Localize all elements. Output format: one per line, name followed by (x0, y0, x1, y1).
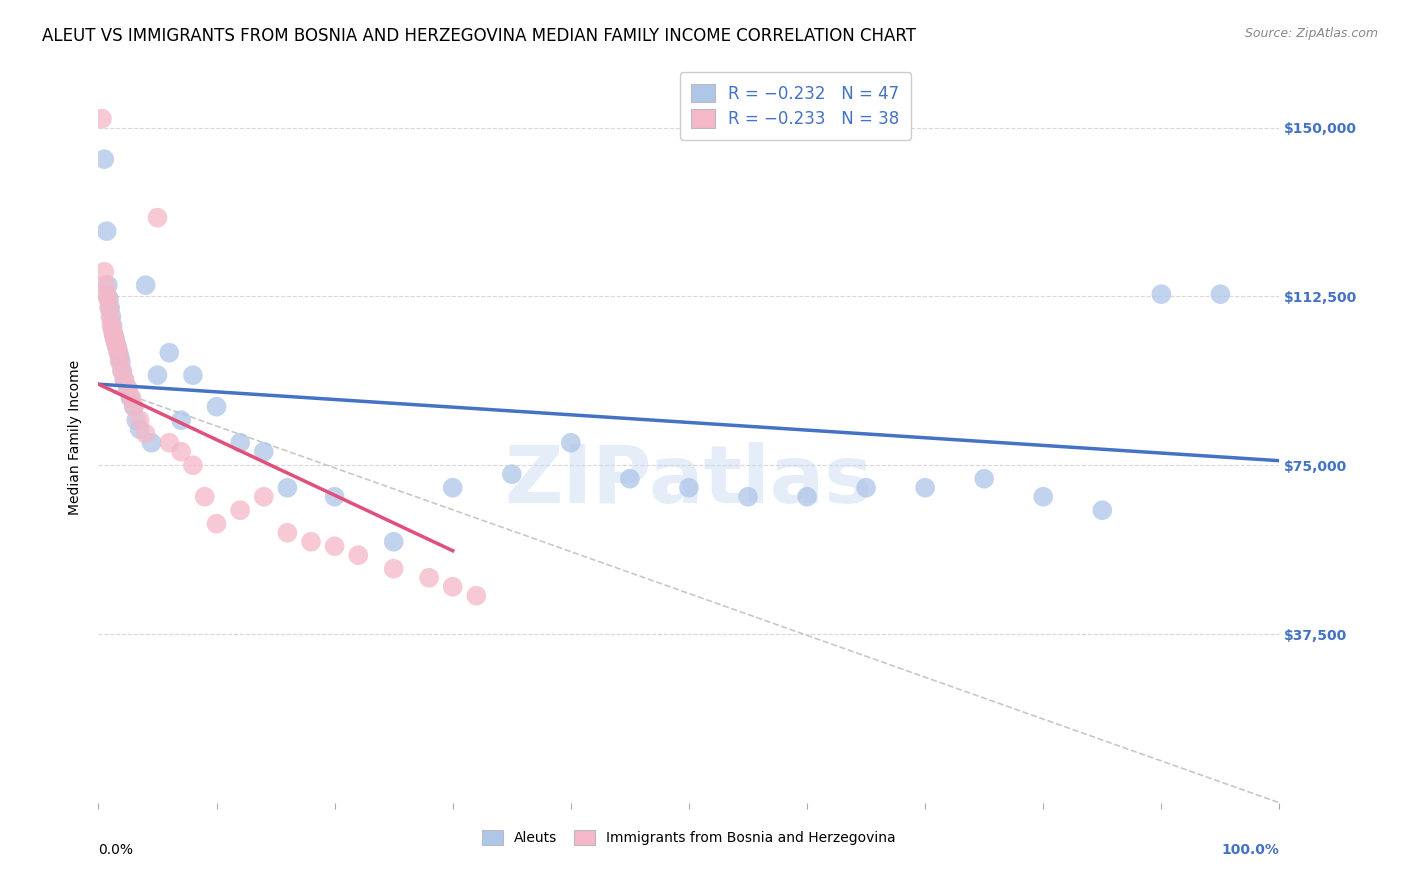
Text: 0.0%: 0.0% (98, 843, 134, 857)
Point (678, 481, 700, 495)
Y-axis label: Median Family Income: Median Family Income (69, 359, 83, 515)
Point (501, 467, 523, 482)
Point (157, 345, 180, 359)
Point (105, 341, 128, 355)
Point (104, 332, 127, 346)
Text: ZIPatlas: ZIPatlas (505, 442, 873, 520)
Point (117, 382, 139, 396)
Point (253, 444, 276, 458)
Point (619, 472, 641, 486)
Point (100, 310, 122, 324)
Point (112, 373, 135, 387)
Point (205, 516, 228, 531)
Point (229, 435, 252, 450)
Point (323, 539, 346, 553)
Point (105, 336, 128, 351)
Point (128, 422, 150, 436)
Text: Source: ZipAtlas.com: Source: ZipAtlas.com (1244, 27, 1378, 40)
Point (107, 345, 129, 359)
Point (98, 301, 121, 315)
Point (101, 318, 124, 333)
Point (97, 292, 120, 306)
Point (1032, 490, 1054, 504)
Point (98, 310, 121, 324)
Point (122, 400, 145, 414)
Point (97, 278, 120, 293)
Point (121, 391, 143, 405)
Point (98, 292, 121, 306)
Point (120, 391, 142, 405)
Point (560, 435, 582, 450)
Point (91, 112, 114, 126)
Point (465, 589, 488, 603)
Text: ALEUT VS IMMIGRANTS FROM BOSNIA AND HERZEGOVINA MEDIAN FAMILY INCOME CORRELATION: ALEUT VS IMMIGRANTS FROM BOSNIA AND HERZ… (42, 27, 917, 45)
Point (96, 287, 118, 301)
Point (170, 413, 193, 427)
Point (112, 373, 135, 387)
Point (128, 413, 150, 427)
Point (125, 413, 148, 427)
Point (299, 534, 322, 549)
Point (382, 562, 405, 576)
Point (914, 481, 936, 495)
Point (253, 490, 276, 504)
Point (181, 458, 204, 473)
Point (1150, 287, 1173, 301)
Point (382, 534, 405, 549)
Point (93, 152, 115, 166)
Point (973, 472, 995, 486)
Text: 100.0%: 100.0% (1222, 843, 1279, 857)
Point (111, 364, 134, 378)
Point (146, 211, 169, 225)
Point (105, 341, 128, 355)
Point (157, 435, 180, 450)
Point (111, 364, 134, 378)
Point (229, 503, 252, 517)
Point (796, 490, 818, 504)
Point (122, 400, 145, 414)
Point (110, 354, 132, 368)
Point (441, 580, 464, 594)
Point (135, 278, 157, 293)
Point (194, 490, 217, 504)
Point (108, 354, 131, 368)
Point (1209, 287, 1232, 301)
Point (141, 435, 163, 450)
Point (181, 368, 204, 383)
Point (418, 571, 440, 585)
Point (323, 490, 346, 504)
Point (93, 265, 115, 279)
Point (1091, 503, 1114, 517)
Point (105, 336, 128, 351)
Point (276, 525, 298, 540)
Point (276, 481, 298, 495)
Point (96, 224, 118, 238)
Point (98, 301, 121, 315)
Point (146, 368, 169, 383)
Point (441, 481, 464, 495)
Point (347, 548, 370, 562)
Legend: Aleuts, Immigrants from Bosnia and Herzegovina: Aleuts, Immigrants from Bosnia and Herze… (477, 825, 901, 851)
Point (855, 481, 877, 495)
Point (94, 278, 117, 293)
Point (108, 350, 131, 364)
Point (104, 332, 127, 346)
Point (103, 327, 125, 342)
Point (135, 426, 157, 441)
Point (107, 345, 129, 359)
Point (737, 490, 759, 504)
Point (100, 318, 122, 333)
Point (170, 444, 193, 458)
Point (205, 400, 228, 414)
Point (117, 382, 139, 396)
Point (101, 323, 124, 337)
Point (103, 327, 125, 342)
